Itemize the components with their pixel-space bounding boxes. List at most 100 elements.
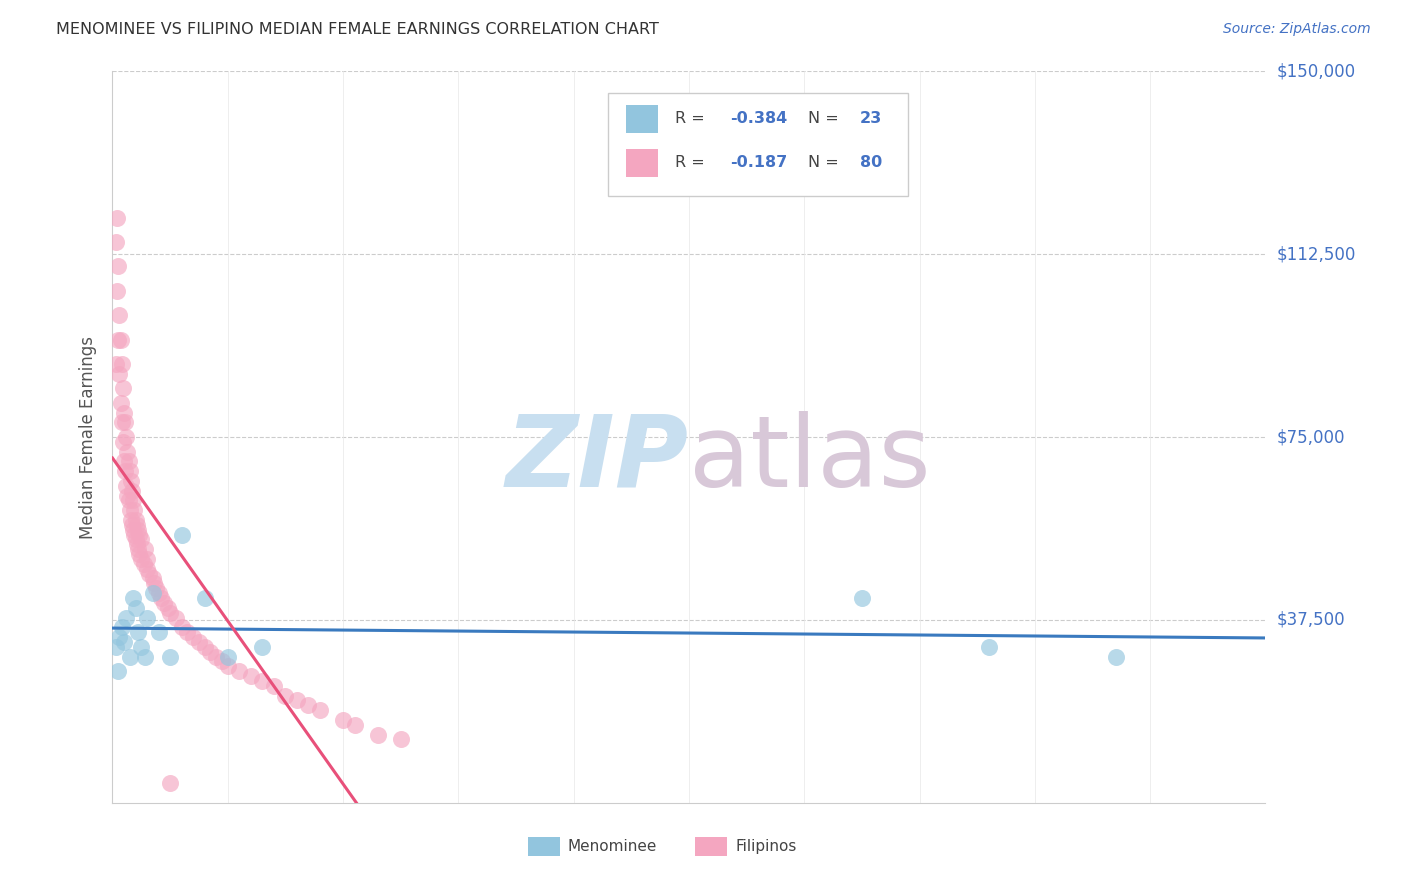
Point bbox=[159, 649, 181, 664]
Point bbox=[111, 381, 134, 395]
Point bbox=[252, 673, 274, 688]
Point bbox=[122, 523, 145, 537]
Text: R =: R = bbox=[675, 155, 710, 170]
Point bbox=[107, 664, 129, 678]
Text: N =: N = bbox=[807, 155, 844, 170]
Point bbox=[228, 664, 250, 678]
Point bbox=[104, 357, 127, 371]
Point bbox=[107, 333, 129, 347]
Point bbox=[120, 474, 142, 488]
Point bbox=[134, 649, 156, 664]
Point bbox=[211, 654, 233, 668]
Point bbox=[111, 357, 134, 371]
Point bbox=[122, 493, 145, 508]
Point bbox=[115, 479, 138, 493]
Point bbox=[108, 367, 131, 381]
Point bbox=[205, 649, 228, 664]
Text: Source: ZipAtlas.com: Source: ZipAtlas.com bbox=[1223, 22, 1371, 37]
Point bbox=[127, 542, 149, 557]
Point bbox=[118, 649, 141, 664]
Point bbox=[118, 503, 141, 517]
Point bbox=[127, 625, 149, 640]
Text: -0.187: -0.187 bbox=[731, 155, 787, 170]
Point bbox=[297, 698, 319, 713]
Point bbox=[121, 517, 143, 532]
Point bbox=[108, 630, 131, 644]
Point bbox=[136, 552, 159, 566]
Point bbox=[117, 489, 139, 503]
FancyBboxPatch shape bbox=[695, 838, 727, 856]
Point bbox=[112, 635, 135, 649]
FancyBboxPatch shape bbox=[527, 838, 560, 856]
Text: 80: 80 bbox=[859, 155, 882, 170]
Point bbox=[851, 591, 873, 605]
Text: N =: N = bbox=[807, 112, 844, 127]
Point bbox=[111, 434, 134, 449]
Point bbox=[977, 640, 1000, 654]
Y-axis label: Median Female Earnings: Median Female Earnings bbox=[79, 335, 97, 539]
Point bbox=[117, 444, 139, 458]
Point bbox=[117, 454, 139, 468]
Point bbox=[121, 483, 143, 498]
Point bbox=[274, 689, 297, 703]
Point bbox=[217, 649, 239, 664]
FancyBboxPatch shape bbox=[626, 149, 658, 177]
Point bbox=[142, 586, 165, 600]
Point bbox=[181, 630, 204, 644]
Point bbox=[332, 713, 354, 727]
Text: atlas: atlas bbox=[689, 410, 931, 508]
Point bbox=[128, 527, 150, 541]
Point bbox=[117, 493, 139, 508]
Point bbox=[1104, 649, 1126, 664]
Point bbox=[138, 566, 160, 581]
Point bbox=[389, 732, 412, 747]
Point bbox=[176, 625, 198, 640]
Point bbox=[104, 235, 127, 249]
Point bbox=[124, 600, 146, 615]
Point bbox=[136, 610, 159, 624]
Point bbox=[156, 600, 179, 615]
Point bbox=[111, 620, 134, 634]
Point bbox=[343, 718, 366, 732]
Point bbox=[142, 572, 165, 586]
Point bbox=[165, 610, 187, 624]
Point bbox=[124, 533, 146, 547]
Point bbox=[125, 537, 148, 551]
Point bbox=[159, 776, 181, 790]
Point bbox=[129, 552, 153, 566]
Point bbox=[263, 679, 285, 693]
Point bbox=[118, 464, 141, 478]
Point bbox=[148, 625, 170, 640]
Point bbox=[194, 640, 217, 654]
Text: -0.384: -0.384 bbox=[731, 112, 787, 127]
Point bbox=[136, 562, 159, 576]
Point bbox=[107, 260, 129, 274]
Point bbox=[105, 211, 128, 225]
Point bbox=[309, 703, 332, 717]
Point bbox=[114, 416, 136, 430]
Text: MENOMINEE VS FILIPINO MEDIAN FEMALE EARNINGS CORRELATION CHART: MENOMINEE VS FILIPINO MEDIAN FEMALE EARN… bbox=[56, 22, 659, 37]
Text: Menominee: Menominee bbox=[568, 839, 657, 855]
FancyBboxPatch shape bbox=[626, 105, 658, 133]
Point bbox=[122, 591, 145, 605]
Text: $37,500: $37,500 bbox=[1277, 611, 1346, 629]
Point bbox=[114, 464, 136, 478]
Point bbox=[105, 284, 128, 298]
Text: $150,000: $150,000 bbox=[1277, 62, 1355, 80]
Point bbox=[159, 606, 181, 620]
Point bbox=[239, 669, 262, 683]
Point bbox=[127, 523, 149, 537]
Point bbox=[134, 542, 156, 557]
Point bbox=[110, 396, 132, 410]
Point bbox=[200, 645, 222, 659]
Point bbox=[145, 581, 167, 595]
Point bbox=[188, 635, 211, 649]
Text: ZIP: ZIP bbox=[506, 410, 689, 508]
Point bbox=[285, 693, 308, 707]
Text: Filipinos: Filipinos bbox=[735, 839, 796, 855]
Point bbox=[128, 547, 150, 561]
Point bbox=[170, 620, 193, 634]
Point bbox=[124, 503, 146, 517]
Text: R =: R = bbox=[675, 112, 710, 127]
Point bbox=[194, 591, 217, 605]
